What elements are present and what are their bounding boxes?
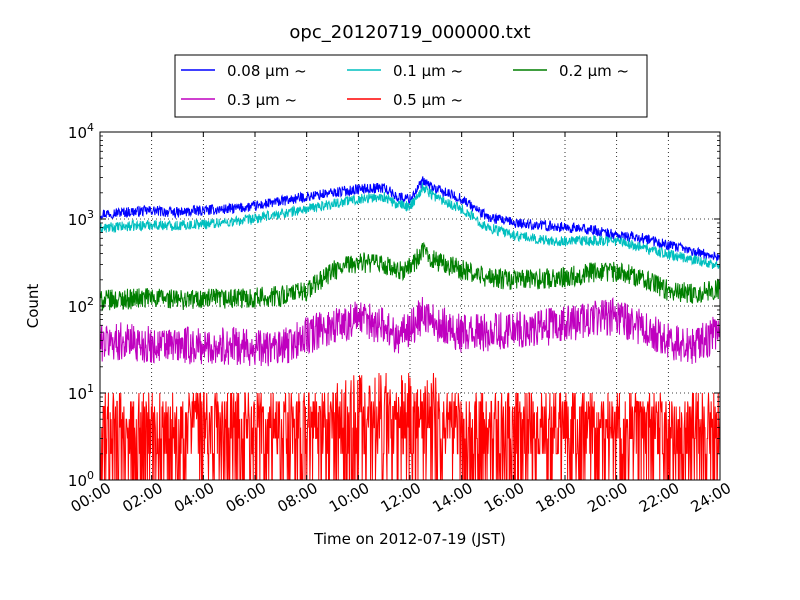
legend-box <box>174 54 648 118</box>
series-line <box>100 181 720 270</box>
y-axis-label: Count <box>24 284 42 329</box>
legend-label: 0.1 μm ~ <box>393 62 463 80</box>
legend-label: 0.08 μm ~ <box>227 62 307 80</box>
y-tick-label: 103 <box>68 208 94 229</box>
y-tick-label: 101 <box>68 382 94 403</box>
legend-label: 0.2 μm ~ <box>559 62 629 80</box>
legend: 0.08 μm ~ 0.1 μm ~ 0.2 μm ~ 0.3 μm ~ 0.5 μm … <box>174 54 648 118</box>
x-axis-label: Time on 2012-07-19 (JST) <box>313 530 506 548</box>
series-line <box>100 176 720 262</box>
legend-label: 0.3 μm ~ <box>227 91 297 109</box>
y-tick-label: 100 <box>68 469 94 490</box>
series-line <box>100 296 720 367</box>
legend-label: 0.5 μm ~ <box>393 91 463 109</box>
chart-title: opc_20120719_000000.txt <box>289 22 530 43</box>
series-layer <box>100 176 720 480</box>
y-tick-label: 102 <box>68 295 94 316</box>
series-line <box>100 242 720 312</box>
y-tick-label: 104 <box>68 121 94 142</box>
grid <box>100 132 720 480</box>
series-line <box>100 372 720 480</box>
